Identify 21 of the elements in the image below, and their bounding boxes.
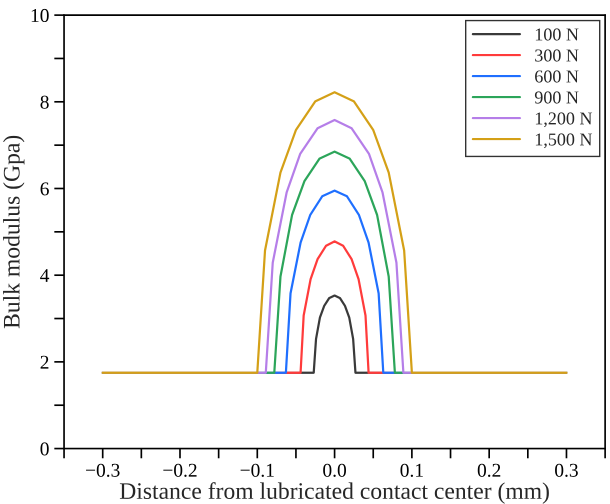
legend-label: 1,500 N [536,133,592,148]
x-tick-label: −0.2 [163,464,197,477]
x-tick-label: 0.3 [555,464,578,477]
x-tick-label: 0.0 [323,464,346,477]
legend-label: 100 N [536,28,579,41]
legend-label: 600 N [535,70,579,83]
y-tick-label: 8 [40,96,49,109]
y-tick-label: 10 [32,8,49,22]
y-tick-label: 6 [40,182,49,196]
x-axis-title: Distance from lubricated contact center (mm) [120,482,549,504]
x-tick-label: 0.2 [478,464,500,477]
x-tick-label: −0.1 [240,464,274,477]
y-tick-label: 0 [40,442,49,456]
legend-label: 1,200 N [536,112,592,128]
x-tick-label: −0.3 [86,464,120,477]
y-tick-label: 2 [40,356,48,369]
legend-label: 900 N [534,91,579,104]
y-tick-label: 4 [40,269,50,282]
x-tick-label: 0.1 [400,464,423,477]
y-axis-title: Bulk modulus (Gpa) [3,136,24,328]
legend-label: 300 N [535,49,579,62]
